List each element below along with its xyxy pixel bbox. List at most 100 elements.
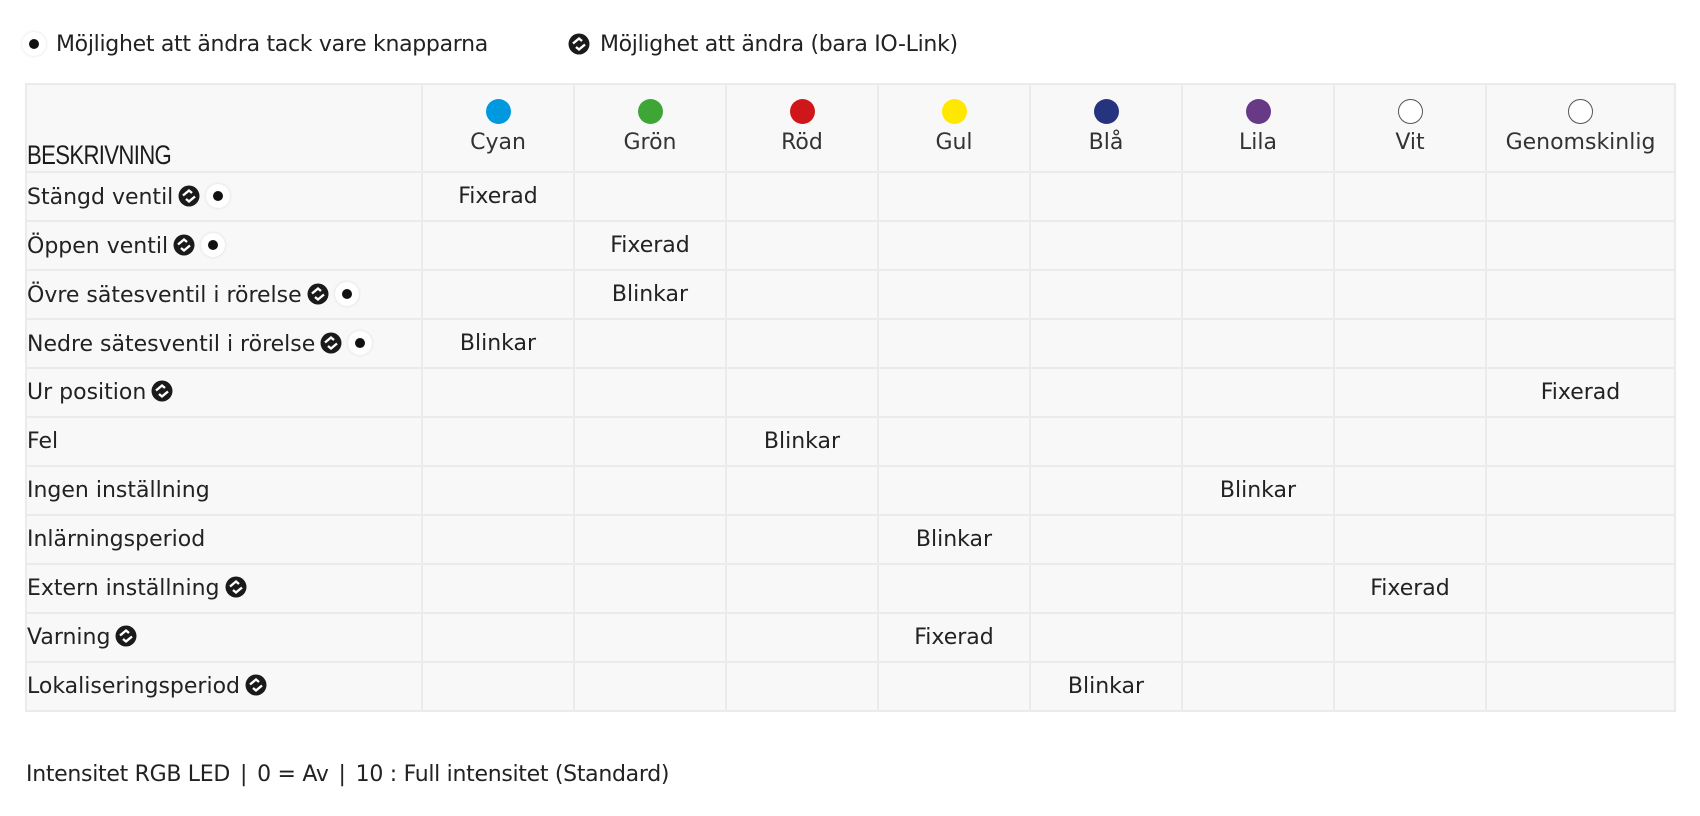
- table-row: Övre sätesventil i rörelse Blinkar: [25, 269, 1676, 320]
- column-header-color: Grön: [573, 83, 727, 173]
- io-link-icon: [151, 380, 173, 402]
- row-description: Extern inställning: [25, 563, 423, 614]
- cell-value: [421, 269, 575, 320]
- cell-value: [421, 612, 575, 663]
- cell-value: [1029, 171, 1183, 222]
- cell-value: [421, 514, 575, 565]
- cell-value: Fixerad: [573, 220, 727, 271]
- cell-value: [725, 269, 879, 320]
- row-description: Varning: [25, 612, 423, 663]
- row-description: Ur position: [25, 367, 423, 418]
- cell-value: [1181, 416, 1335, 467]
- row-description: Övre sätesventil i rörelse: [25, 269, 423, 320]
- cell-value: [1485, 171, 1676, 222]
- cell-value: Fixerad: [1333, 563, 1487, 614]
- legend-io-link-label: Möjlighet att ändra (bara IO-Link): [599, 31, 958, 57]
- cell-value: [1333, 514, 1487, 565]
- table-row: Ingen inställning Blinkar: [25, 465, 1676, 516]
- table-header-row: BESKRIVNING Cyan Grön Röd Gul Blå Lila Vit Geno…: [25, 83, 1676, 173]
- cell-value: [1333, 465, 1487, 516]
- cell-value: [725, 318, 879, 369]
- column-header-color: Blå: [1029, 83, 1183, 173]
- cell-value: [1181, 367, 1335, 418]
- row-description: Ingen inställning: [25, 465, 423, 516]
- cell-value: [1029, 612, 1183, 663]
- button-dot-icon: [348, 330, 373, 355]
- cell-value: [1029, 269, 1183, 320]
- cell-value: [421, 661, 575, 712]
- io-link-icon: [115, 625, 137, 647]
- cell-value: [421, 465, 575, 516]
- color-swatch-icon: [1245, 99, 1271, 124]
- intensity-label: Intensitet RGB LED: [26, 762, 231, 787]
- led-status-table: BESKRIVNING Cyan Grön Röd Gul Blå Lila Vit Geno…: [25, 83, 1676, 712]
- intensity-note: Intensitet RGB LED | 0 = Av | 10 : Full inte…: [26, 762, 669, 787]
- cell-value: [725, 612, 879, 663]
- color-swatch-icon: [941, 99, 967, 124]
- cell-value: [1029, 465, 1183, 516]
- cell-value: [1485, 416, 1676, 467]
- cell-value: Fixerad: [421, 171, 575, 222]
- cell-value: [1181, 514, 1335, 565]
- row-description: Lokaliseringsperiod: [25, 661, 423, 712]
- color-swatch-icon: [789, 99, 815, 124]
- column-header-color: Lila: [1181, 83, 1335, 173]
- cell-value: [573, 563, 727, 614]
- color-label: Genomskinlig: [1505, 130, 1656, 155]
- color-label: Gul: [935, 130, 973, 155]
- cell-value: [877, 318, 1031, 369]
- row-description-text: Ingen inställning: [27, 478, 210, 503]
- cell-value: [877, 367, 1031, 418]
- cell-value: [1485, 269, 1676, 320]
- cell-value: [573, 416, 727, 467]
- cell-value: [1485, 318, 1676, 369]
- button-dot-icon: [201, 232, 226, 257]
- table-row: Fel Blinkar: [25, 416, 1676, 467]
- cell-value: [1485, 661, 1676, 712]
- legend-io-link: Möjlighet att ändra (bara IO-Link): [568, 32, 958, 57]
- cell-value: [1333, 269, 1487, 320]
- column-header-color: Röd: [725, 83, 879, 173]
- cell-value: [725, 514, 879, 565]
- cell-value: [573, 171, 727, 222]
- table-row: Lokaliseringsperiod Blinkar: [25, 661, 1676, 712]
- row-description-text: Extern inställning: [27, 576, 220, 601]
- cell-value: [877, 269, 1031, 320]
- column-header-color: Cyan: [421, 83, 575, 173]
- cell-value: [573, 465, 727, 516]
- cell-value: [1333, 416, 1487, 467]
- io-link-icon: [173, 234, 195, 256]
- io-link-icon: [320, 332, 342, 354]
- cell-value: [725, 661, 879, 712]
- row-description-text: Nedre sätesventil i rörelse: [27, 331, 316, 357]
- cell-value: [877, 661, 1031, 712]
- color-swatch-icon: [637, 99, 663, 124]
- cell-value: Blinkar: [1181, 465, 1335, 516]
- io-link-icon: [307, 283, 329, 305]
- table-row: Ur position Fixerad: [25, 367, 1676, 418]
- io-link-icon: [178, 185, 200, 207]
- button-dot-icon: [22, 32, 46, 56]
- cell-value: [1181, 661, 1335, 712]
- row-description: Inlärningsperiod: [25, 514, 423, 565]
- cell-value: [1181, 220, 1335, 271]
- row-description: Fel: [25, 416, 423, 467]
- row-description-text: Övre sätesventil i rörelse: [27, 282, 302, 308]
- cell-value: [573, 514, 727, 565]
- cell-value: Blinkar: [725, 416, 879, 467]
- cell-value: [725, 563, 879, 614]
- cell-value: [421, 367, 575, 418]
- cell-value: [1333, 367, 1487, 418]
- button-dot-icon: [206, 183, 231, 208]
- table-row: Nedre sätesventil i rörelse Blinkar: [25, 318, 1676, 369]
- intensity-off: 0 = Av: [257, 762, 329, 787]
- row-description: Öppen ventil: [25, 220, 423, 271]
- cell-value: [1485, 612, 1676, 663]
- row-description-text: Inlärningsperiod: [27, 527, 206, 552]
- cell-value: Fixerad: [1485, 367, 1676, 418]
- cell-value: Fixerad: [877, 612, 1031, 663]
- cell-value: [1029, 367, 1183, 418]
- column-header-color: Genomskinlig: [1485, 83, 1676, 173]
- cell-value: [1333, 661, 1487, 712]
- cell-value: [573, 612, 727, 663]
